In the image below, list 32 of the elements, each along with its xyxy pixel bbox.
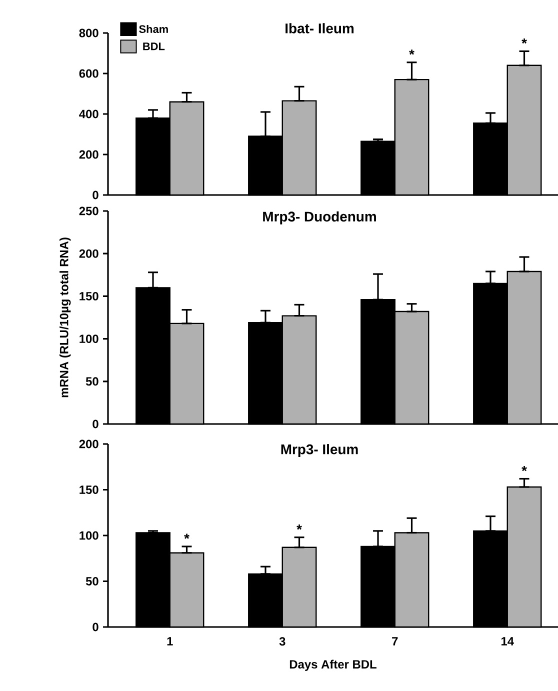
y-tick-label: 400 xyxy=(79,110,98,118)
legend-label: Sham xyxy=(139,24,168,33)
y-tick-label: 100 xyxy=(80,334,98,344)
y-tick-label: 0 xyxy=(92,420,98,428)
data-label: * xyxy=(522,38,527,44)
y-tick-label: 250 xyxy=(79,206,98,216)
y-tick-label: 200 xyxy=(79,440,98,448)
legend-label: BDL xyxy=(143,42,165,50)
data-label: * xyxy=(522,466,527,472)
x-axis-title: Days After BDL xyxy=(290,660,376,671)
y-tick-label: 150 xyxy=(80,292,98,300)
data-label: * xyxy=(409,50,414,55)
chart-title: Ibat- Ileum xyxy=(286,23,354,34)
chart-title: Mrp3- Ileum xyxy=(281,444,358,458)
y-tick-label: 150 xyxy=(80,486,98,494)
y-tick-label: 50 xyxy=(86,377,98,386)
y-tick-label: 0 xyxy=(92,190,98,200)
x-tick-label: 1 xyxy=(167,637,173,646)
y-tick-label: 800 xyxy=(79,28,98,38)
y-tick-label: 100 xyxy=(80,531,98,540)
x-tick-label: 7 xyxy=(392,637,398,646)
y-tick-label: 200 xyxy=(79,150,98,159)
data-label: * xyxy=(184,534,190,539)
data-label: * xyxy=(296,524,302,530)
y-tick-label: 600 xyxy=(79,69,98,78)
x-tick-label: 3 xyxy=(279,637,286,646)
y-tick-label: 50 xyxy=(86,577,98,586)
y-tick-label: 0 xyxy=(92,622,98,632)
chart-title: Mrp3- Duodenum xyxy=(263,211,376,224)
y-axis-title: mRNA (RLU/10µg total RNA) xyxy=(60,238,71,398)
y-tick-label: 200 xyxy=(79,249,98,258)
x-tick-label: 14 xyxy=(501,637,514,646)
